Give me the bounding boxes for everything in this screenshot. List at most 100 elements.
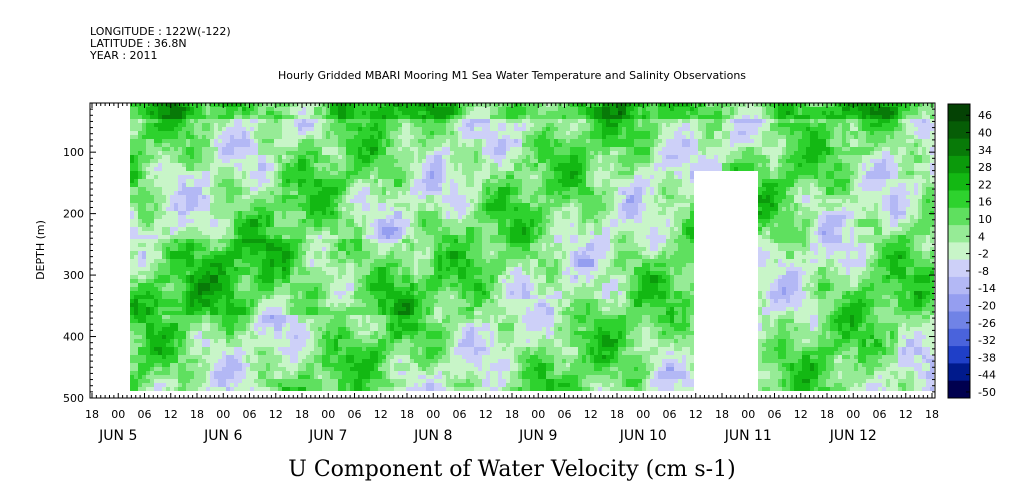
heatmap-cell <box>374 291 378 295</box>
heatmap-cell <box>210 367 214 371</box>
heatmap-cell <box>234 147 238 151</box>
heatmap-cell <box>206 343 210 347</box>
heatmap-cell <box>206 327 210 331</box>
heatmap-cell <box>286 355 290 359</box>
heatmap-cell <box>206 183 210 187</box>
heatmap-cell <box>262 155 266 159</box>
heatmap-cell <box>346 371 350 375</box>
heatmap-cell <box>386 123 390 127</box>
heatmap-cell <box>154 175 158 179</box>
heatmap-cell <box>194 215 198 219</box>
heatmap-cell <box>314 331 318 335</box>
heatmap-cell <box>322 175 326 179</box>
heatmap-cell <box>330 219 334 223</box>
heatmap-cell <box>374 359 378 363</box>
heatmap-cell <box>394 347 398 351</box>
heatmap-cell <box>302 187 306 191</box>
heatmap-cell <box>202 363 206 367</box>
heatmap-cell <box>338 275 342 279</box>
heatmap-cell <box>366 143 370 147</box>
heatmap-cell <box>174 147 178 151</box>
heatmap-cell <box>242 343 246 347</box>
heatmap-cell <box>158 211 162 215</box>
heatmap-cell <box>262 175 266 179</box>
heatmap-cell <box>290 231 294 235</box>
heatmap-cell <box>198 231 202 235</box>
heatmap-cell <box>362 111 366 115</box>
heatmap-cell <box>246 215 250 219</box>
heatmap-cell <box>162 315 166 319</box>
heatmap-cell <box>138 335 142 339</box>
heatmap-cell <box>278 115 282 119</box>
heatmap-cell <box>290 271 294 275</box>
heatmap-cell <box>226 143 230 147</box>
heatmap-cell <box>326 375 330 379</box>
heatmap-cell <box>318 199 322 203</box>
heatmap-cell <box>218 111 222 115</box>
heatmap-cell <box>190 307 194 311</box>
heatmap-cell <box>194 267 198 271</box>
heatmap-cell <box>218 359 222 363</box>
heatmap-cell <box>262 311 266 315</box>
heatmap-cell <box>210 283 214 287</box>
heatmap-cell <box>398 283 402 287</box>
heatmap-cell <box>210 375 214 379</box>
heatmap-cell <box>178 191 182 195</box>
heatmap-cell <box>334 363 338 367</box>
heatmap-cell <box>330 135 334 139</box>
heatmap-cell <box>398 347 402 351</box>
heatmap-cell <box>250 327 254 331</box>
heatmap-cell <box>334 227 338 231</box>
heatmap-cell <box>158 275 162 279</box>
heatmap-cell <box>214 223 218 227</box>
heatmap-cell <box>246 255 250 259</box>
heatmap-cell <box>198 187 202 191</box>
heatmap-cell <box>398 223 402 227</box>
heatmap-cell <box>202 243 206 247</box>
heatmap-cell <box>162 231 166 235</box>
heatmap-cell <box>158 143 162 147</box>
heatmap-cell <box>302 267 306 271</box>
heatmap-cell <box>138 279 142 283</box>
heatmap-cell <box>142 171 146 175</box>
heatmap-cell <box>130 123 134 127</box>
heatmap-cell <box>210 147 214 151</box>
heatmap-cell <box>326 291 330 295</box>
heatmap-cell <box>394 219 398 223</box>
heatmap-cell <box>222 347 226 351</box>
heatmap-cell <box>202 119 206 123</box>
heatmap-cell <box>402 183 406 187</box>
heatmap-cell <box>222 315 226 319</box>
heatmap-cell <box>134 159 138 163</box>
heatmap-cell <box>210 163 214 167</box>
heatmap-cell <box>222 239 226 243</box>
heatmap-cell <box>242 219 246 223</box>
heatmap-cell <box>310 223 314 227</box>
heatmap-cell <box>198 247 202 251</box>
heatmap-cell <box>214 179 218 183</box>
heatmap-cell <box>246 103 250 107</box>
heatmap-cell <box>226 131 230 135</box>
heatmap-cell <box>146 315 150 319</box>
heatmap-cell <box>178 291 182 295</box>
heatmap-cell <box>258 239 262 243</box>
heatmap-cell <box>242 295 246 299</box>
heatmap-cell <box>138 247 142 251</box>
heatmap-cell <box>178 171 182 175</box>
heatmap-cell <box>218 283 222 287</box>
heatmap-cell <box>314 219 318 223</box>
heatmap-cell <box>218 263 222 267</box>
heatmap-cell <box>202 275 206 279</box>
heatmap-cell <box>278 327 282 331</box>
heatmap-cell <box>302 355 306 359</box>
heatmap-cell <box>390 235 394 239</box>
heatmap-cell <box>306 287 310 291</box>
heatmap-cell <box>286 223 290 227</box>
heatmap-cell <box>302 263 306 267</box>
heatmap-cell <box>330 159 334 163</box>
heatmap-cell <box>346 179 350 183</box>
heatmap-cell <box>270 127 274 131</box>
heatmap-cell <box>130 311 134 315</box>
heatmap-cell <box>258 287 262 291</box>
heatmap-cell <box>382 163 386 167</box>
